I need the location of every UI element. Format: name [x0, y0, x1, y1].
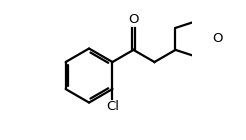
Text: Cl: Cl	[106, 100, 119, 113]
Text: O: O	[212, 32, 222, 45]
Text: O: O	[128, 13, 139, 26]
